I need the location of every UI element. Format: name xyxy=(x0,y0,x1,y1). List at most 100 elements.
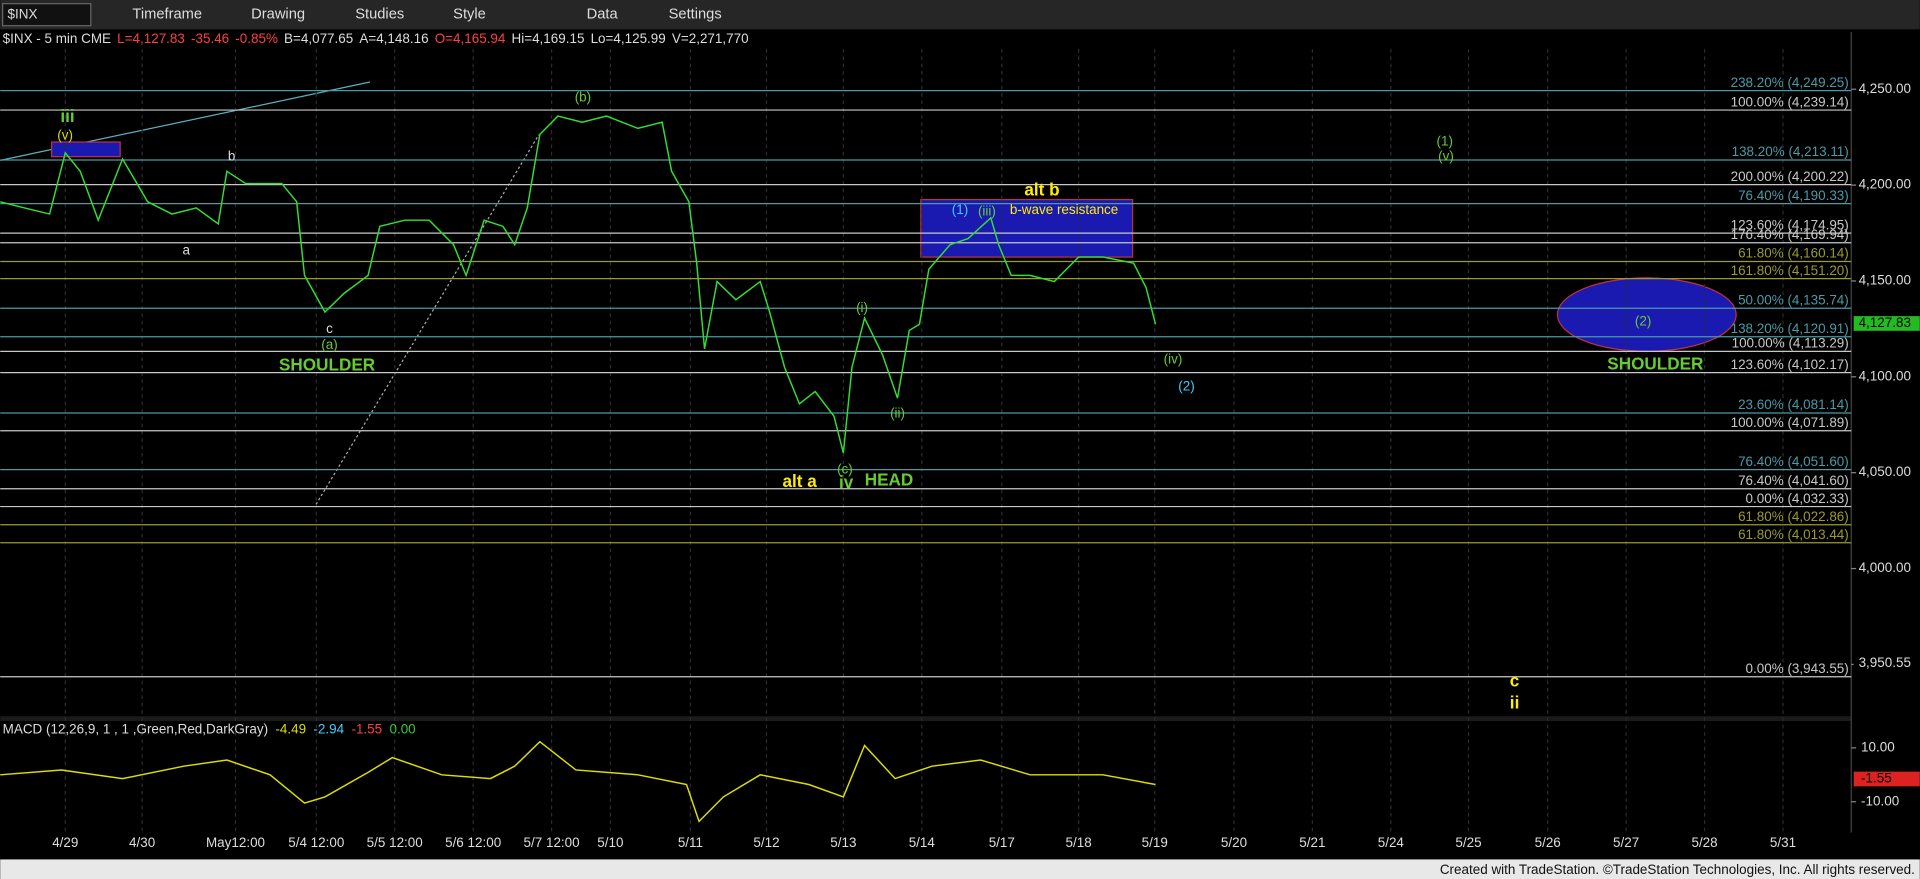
x-tick-label: 5/17 xyxy=(989,835,1015,850)
fib-label: 176.40% (4,169.94) xyxy=(1731,227,1849,242)
wave-label: (b) xyxy=(575,90,591,105)
macd-badge-label: -1.55 xyxy=(1861,771,1892,786)
header-item: Hi=4,169.15 xyxy=(512,31,585,46)
resistance-box xyxy=(920,198,1134,258)
wave-label: HEAD xyxy=(865,470,914,490)
x-tick-label: 5/5 12:00 xyxy=(367,835,423,850)
header-item: V=2,271,770 xyxy=(672,31,749,46)
wave-label: (c) xyxy=(837,462,853,477)
toolbar-button[interactable]: Drawing xyxy=(251,7,305,23)
wave-label: (ii) xyxy=(890,405,905,420)
pane-divider xyxy=(0,716,1852,722)
x-tick-label: 5/19 xyxy=(1142,835,1168,850)
x-tick-label: 5/18 xyxy=(1066,835,1092,850)
y-tick-label: 4,050.00 xyxy=(1859,464,1911,479)
x-tick-label: 5/14 xyxy=(909,835,936,850)
x-tick-label: 5/6 12:00 xyxy=(445,835,501,850)
header-item: Lo=4,125.99 xyxy=(591,31,666,46)
x-tick-label: 5/10 xyxy=(597,835,623,850)
symbol-header: $INX - 5 min CME L=4,127.83 -35.46 -0.85% B=… xyxy=(3,31,749,46)
wave-label: ii xyxy=(1510,692,1520,712)
macd-title-item: 0.00 xyxy=(389,721,415,736)
wave-label: b-wave resistance xyxy=(1010,202,1118,217)
symbol-box[interactable] xyxy=(2,3,92,27)
wave-label: a xyxy=(183,243,191,258)
fib-label: 0.00% (3,943.55) xyxy=(1746,661,1849,676)
toolbar-button[interactable]: Timeframe xyxy=(132,7,202,23)
fib-label: 76.40% (4,051.60) xyxy=(1738,454,1849,469)
wave-label: iii xyxy=(60,106,74,126)
price-badge-label: 3,950.55 xyxy=(1859,655,1911,670)
wave-label: c xyxy=(1510,670,1520,690)
fib-label: 23.60% (4,081.14) xyxy=(1738,397,1849,412)
target-box xyxy=(51,141,121,158)
x-tick-label: 4/29 xyxy=(52,835,78,850)
wave-label: SHOULDER xyxy=(279,355,376,375)
wave-label: (1) xyxy=(952,202,968,217)
fib-label: 123.60% (4,102.17) xyxy=(1731,357,1849,372)
macd-title-item: -1.55 xyxy=(351,721,382,736)
fib-label: 50.00% (4,135.74) xyxy=(1738,293,1849,308)
wave-label: (iv) xyxy=(1164,351,1183,366)
header-item: -0.85% xyxy=(235,31,278,46)
header-item: $INX - 5 min CME xyxy=(3,31,111,46)
macd-badge xyxy=(1853,771,1920,787)
x-tick-label: 5/26 xyxy=(1535,835,1561,850)
fib-label: 238.20% (4,249.25) xyxy=(1731,75,1849,90)
x-tick-label: 5/27 xyxy=(1613,835,1639,850)
header-item: O=4,165.94 xyxy=(435,31,506,46)
price-badge-label: 4,127.83 xyxy=(1859,315,1911,330)
wave-label: alt a xyxy=(782,471,817,491)
y-tick-label: 4,150.00 xyxy=(1859,273,1911,288)
price-line xyxy=(0,115,1157,454)
y-tick-label: 4,200.00 xyxy=(1859,177,1911,192)
x-tick-label: 5/13 xyxy=(830,835,856,850)
x-tick-label: 5/7 12:00 xyxy=(524,835,580,850)
fib-label: 200.00% (4,200.22) xyxy=(1731,169,1849,184)
wave-label: c xyxy=(326,321,333,336)
x-tick-label: 4/30 xyxy=(129,835,155,850)
toolbar-button[interactable]: Data xyxy=(587,7,619,23)
price-badge xyxy=(1853,316,1920,331)
fib-label: 61.80% (4,022.86) xyxy=(1738,509,1849,524)
header-item: A=4,148.16 xyxy=(359,31,428,46)
wave-label: iv xyxy=(839,472,854,492)
x-tick-label: 5/25 xyxy=(1455,835,1481,850)
wave-label: (2) xyxy=(1178,378,1194,393)
wave-label: (i) xyxy=(856,300,868,315)
toolbar-button[interactable]: Studies xyxy=(355,7,404,23)
x-tick-label: 5/4 12:00 xyxy=(288,835,344,850)
macd-title-item: -2.94 xyxy=(313,721,344,736)
symbol-input[interactable]: $INX xyxy=(8,6,38,21)
wave-label: (v) xyxy=(57,127,73,142)
wave-label: (v) xyxy=(1438,148,1454,163)
x-tick-label: 5/24 xyxy=(1378,835,1405,850)
y-tick-label: 4,000.00 xyxy=(1859,560,1911,575)
fib-label: 138.20% (4,120.91) xyxy=(1731,321,1849,336)
y-tick-label: 10.00 xyxy=(1861,739,1895,754)
wave-label: alt b xyxy=(1024,180,1059,200)
y-tick-label: 4,250.00 xyxy=(1859,81,1911,96)
x-tick-label: 5/11 xyxy=(678,835,703,850)
toolbar-button[interactable]: Settings xyxy=(669,7,722,23)
fib-label: 123.60% (4,174.95) xyxy=(1731,217,1849,232)
fib-label: 138.20% (4,213.11) xyxy=(1732,144,1849,159)
fib-label: 0.00% (4,032.33) xyxy=(1746,491,1849,506)
wave-label: (iii) xyxy=(978,203,996,218)
toolbar-button[interactable]: Style xyxy=(453,7,486,23)
fib-label: 100.00% (4,071.89) xyxy=(1731,415,1849,430)
x-tick-label: 5/12 xyxy=(753,835,779,850)
macd-title-item: MACD (12,26,9, 1 , 1 ,Green,Red,DarkGray… xyxy=(3,721,268,736)
status-bar xyxy=(0,859,1920,879)
fib-label: 61.80% (4,013.44) xyxy=(1738,527,1849,542)
x-tick-label: 5/20 xyxy=(1221,835,1247,850)
footer: Created with TradeStation. ©TradeStation… xyxy=(1440,862,1915,877)
dotted-trendline xyxy=(315,134,540,505)
x-tick-label: 5/28 xyxy=(1691,835,1717,850)
price-line xyxy=(0,740,1156,823)
wave-label: (2) xyxy=(1635,314,1651,329)
macd-title: MACD (12,26,9, 1 , 1 ,Green,Red,DarkGray… xyxy=(3,721,416,736)
fib-label: 76.40% (4,190.33) xyxy=(1738,188,1849,203)
